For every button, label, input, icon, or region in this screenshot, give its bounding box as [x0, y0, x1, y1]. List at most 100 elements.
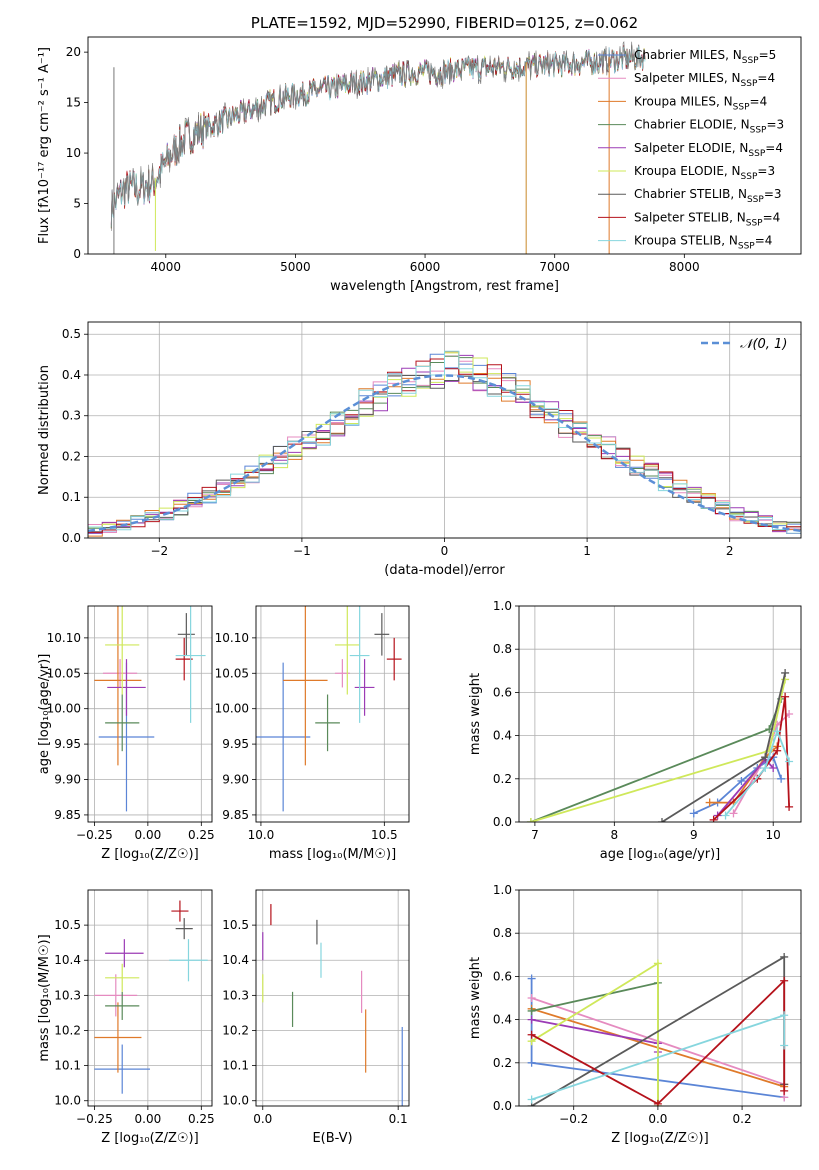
y-axis-label: age [log₁₀(age/yr)]	[37, 654, 52, 775]
series-marker	[527, 1058, 536, 1067]
y-tick-label: 0.4	[62, 368, 81, 382]
y-tick-label: 0.0	[493, 815, 512, 829]
errorbar-salpeter-miles	[94, 974, 138, 1017]
errorbar-kroupa-elodie	[105, 963, 140, 992]
y-tick-label: 9.95	[222, 737, 249, 751]
y-axis-label: Flux [fλ10⁻¹⁷ erg cm⁻² s⁻¹ A⁻¹]	[37, 47, 52, 244]
legend-label: Chabrier ELODIE, NSSP=3	[634, 118, 784, 136]
errorbar-kroupa-stelib	[175, 606, 206, 723]
series-marker	[527, 994, 536, 1002]
legend-label: Salpeter ELODIE, NSSP=4	[634, 141, 783, 159]
errorbar-chabrier-stelib	[177, 613, 195, 656]
legend-suffix: =3	[766, 118, 784, 132]
errorbar-kroupa-miles	[283, 606, 328, 766]
y-tick-label: 0.8	[493, 926, 512, 940]
axes-frame	[255, 889, 410, 1107]
series-marker	[657, 818, 666, 822]
y-tick-label: 10.10	[215, 631, 249, 645]
y-tick-label: 0.4	[493, 1013, 512, 1027]
errorbar-kroupa-stelib	[169, 939, 208, 982]
series-marker	[773, 746, 782, 755]
legend-suffix: =3	[764, 187, 782, 201]
axes-frame	[87, 889, 213, 1107]
errorbar-chabrier-elodie	[315, 694, 340, 752]
series-marker	[527, 1006, 536, 1015]
legend-subscript: SSP	[742, 56, 759, 66]
legend-suffix: =4	[765, 141, 783, 155]
x-tick-label: 8	[611, 828, 619, 842]
y-tick-label: 10.05	[215, 666, 249, 680]
spectrum-line-kroupa-elodie	[110, 46, 646, 228]
spectrum-line-kroupa-miles	[110, 45, 646, 229]
y-tick-label: 1.0	[493, 883, 512, 897]
spectrum-line-kroupa-stelib	[110, 46, 646, 227]
y-tick-label: 10.5	[222, 918, 249, 932]
series-marker	[729, 809, 738, 818]
legend-label: Salpeter MILES, NSSP=4	[634, 71, 775, 89]
series-marker	[777, 774, 786, 783]
y-tick-label: 0.2	[62, 449, 81, 463]
x-tick-label: 4000	[151, 260, 182, 274]
y-tick-label: 0.8	[493, 642, 512, 656]
spectrum-line-salpeter-miles	[110, 45, 646, 224]
y-tick-label: 10.00	[215, 702, 249, 716]
y-tick-label: 9.85	[222, 808, 249, 822]
y-tick-label: 10.4	[222, 953, 249, 967]
x-axis-label: Z [log₁₀(Z/Z☉)]	[101, 1131, 198, 1146]
y-axis-label: mass weight	[468, 673, 483, 755]
series-line-salpeter-elodie	[531, 1018, 659, 1052]
errorbar-kroupa-elodie	[334, 606, 360, 695]
errorbars	[94, 900, 208, 1094]
series-marker	[780, 952, 789, 961]
x-tick-label: 0.1	[389, 1112, 408, 1126]
legend-suffix: =5	[759, 48, 777, 62]
errorbar-chabrier-miles	[256, 662, 311, 812]
mass-vs-ebv-panel: 0.0 0.1 10.0 10.1 10.2 10.3 10.4 10.5 E(B-V)	[222, 889, 410, 1146]
series-marker	[705, 798, 714, 807]
axes-frame	[255, 605, 410, 823]
spectrum-line-chabrier-stelib	[110, 44, 646, 229]
y-tick-label: 0	[73, 247, 81, 261]
legend-subscript: SSP	[733, 102, 750, 112]
x-tick-label: 9	[690, 828, 698, 842]
legend-label: Salpeter STELIB, NSSP=4	[634, 210, 780, 228]
residuals-panel: −2 −1 0 1 2 0.0 0.1 0.2 0.3 0.4 0.5 (data-model)/er…	[37, 321, 802, 578]
series-marker	[689, 809, 698, 818]
y-tick-label: 0.0	[493, 1099, 512, 1113]
y-tick-label: 9.90	[222, 773, 249, 787]
x-tick-label: 0	[441, 544, 449, 558]
legend-subscript: SSP	[741, 79, 758, 89]
series-marker	[527, 1095, 536, 1104]
axes-frame	[518, 605, 802, 823]
series-marker	[761, 764, 770, 772]
y-tick-label: 10.1	[54, 1059, 81, 1073]
errorbar-salpeter-elodie	[354, 659, 375, 716]
x-axis-label: mass [log₁₀(M/M☉)]	[269, 847, 396, 862]
errorbar-chabrier-stelib	[175, 918, 193, 940]
series-marker	[780, 976, 789, 985]
x-tick-label: 1	[583, 544, 591, 558]
mass-weight-vs-metallicity-panel: −0.2 0.0 0.2 0.0 0.2 0.4 0.6 0.8 1.0 Z [log₁₀(Z/Z…	[468, 883, 802, 1146]
y-tick-label: 10.10	[47, 631, 81, 645]
x-tick-label: 2	[726, 544, 734, 558]
y-tick-label: 10.00	[47, 702, 81, 716]
legend-label: Kroupa STELIB, NSSP=4	[634, 234, 772, 252]
legend-subscript: SSP	[748, 149, 765, 159]
errorbar-kroupa-stelib	[349, 606, 370, 723]
spectrum-lines	[110, 40, 646, 254]
x-tick-label: 10.5	[371, 828, 398, 842]
series-marker	[781, 692, 790, 701]
y-tick-label: 0.1	[62, 490, 81, 504]
x-tick-label: 0.0	[648, 1112, 667, 1126]
errorbar-salpeter-elodie	[107, 659, 146, 716]
x-axis-label: (data-model)/error	[384, 563, 505, 578]
spectrum-line-salpeter-stelib	[110, 44, 646, 226]
series-line-kroupa-stelib	[724, 728, 790, 817]
legend-label: Chabrier STELIB, NSSP=3	[634, 187, 782, 205]
y-tick-label: 10.5	[54, 918, 81, 932]
errorbars	[262, 904, 403, 1106]
legend-suffix: =4	[763, 210, 781, 224]
x-tick-label: 0.00	[135, 1112, 162, 1126]
errorbar-kroupa-miles	[94, 606, 142, 766]
y-tick-label: 10	[66, 146, 81, 160]
